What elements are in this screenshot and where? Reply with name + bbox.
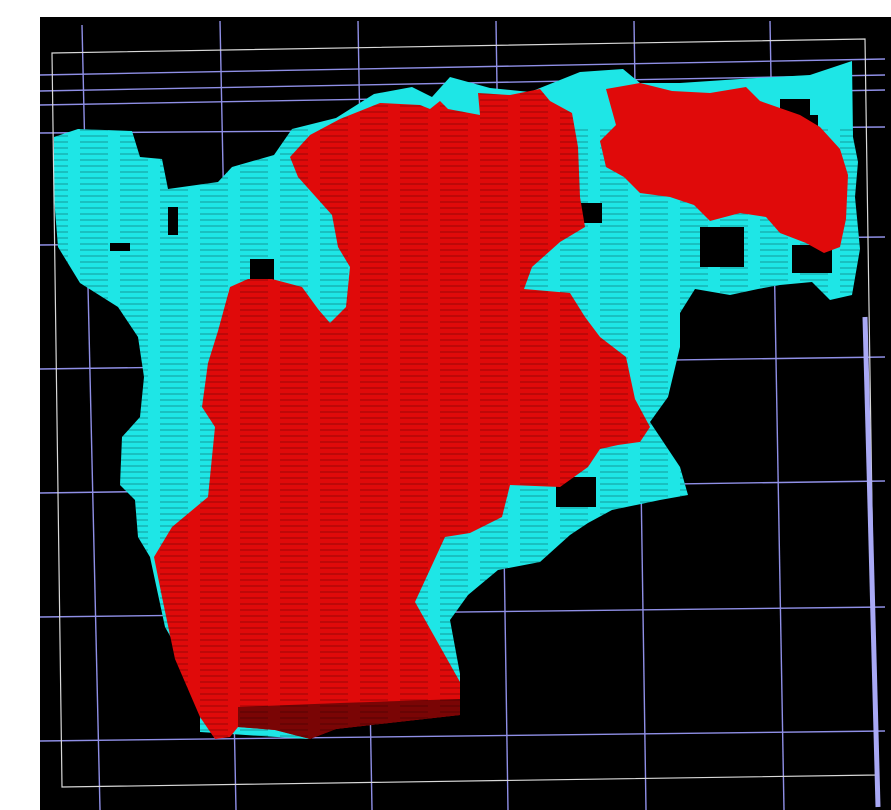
volume-render-scene[interactable] [40,17,891,810]
3d-render-viewport[interactable] [40,17,891,810]
grid-line-h-8 [40,730,886,742]
inner-region-red-upper-right [600,83,848,253]
right-edge-highlight [862,316,881,808]
grid-line-h-0 [40,58,886,76]
